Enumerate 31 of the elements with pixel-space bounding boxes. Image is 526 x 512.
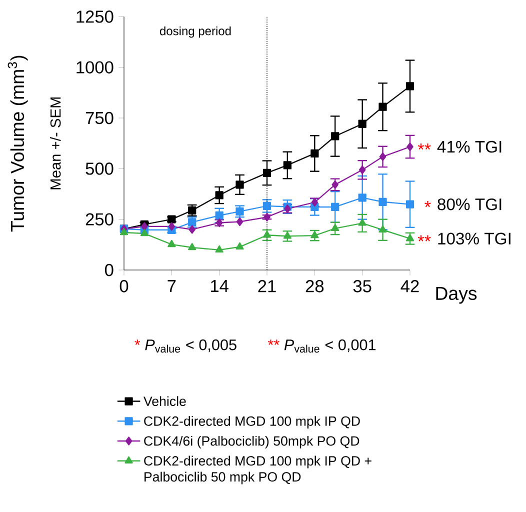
legend-label: Vehicle [144,396,186,406]
x-tick-label: 21 [258,280,276,292]
text: 103% TGI [438,232,510,244]
y-axis-title: Tumor Volume (mm$^{3}$) [8,56,28,232]
text: * [134,340,140,345]
y-tick-label: 500 [86,162,114,175]
text: ** [418,235,431,242]
x-tick-label: 35 [353,280,372,292]
y-tick-label: 250 [86,213,114,226]
x-tick-label: 14 [211,280,228,292]
x-tick-label: 0 [120,280,128,292]
text: P$_{value}$ < 0,001 [284,339,376,353]
text: Mean +/- SEM [50,97,61,190]
y-tick-label: 0 [104,264,114,276]
x-tick-label: 7 [168,280,176,292]
y-tick-label: 1000 [76,61,114,74]
x-tick-label: 28 [306,280,324,292]
y-tick-label: 1250 [76,10,114,23]
legend-label: CDK2-directed MGD 100 mpk IP QD [144,416,360,428]
text: 80% TGI [438,198,502,210]
legend-label: CDK2-directed MGD 100 mpk IP QD + Palbociclib 50 mpk PO QD [144,456,372,484]
annotation: dosing period [160,26,231,38]
x-tick-label: 42 [400,280,419,292]
text: 41% TGI [437,140,502,153]
text: P$_{value}$ < 0,005 [145,339,236,353]
text: ** [268,340,280,345]
x-axis-title: Days [436,286,477,304]
y-tick-label: 750 [86,112,114,124]
text: * [424,201,431,208]
text: ** [418,143,431,150]
legend-label: CDK4/6i (Palbociclib) 50mpk PO QD [144,436,360,448]
